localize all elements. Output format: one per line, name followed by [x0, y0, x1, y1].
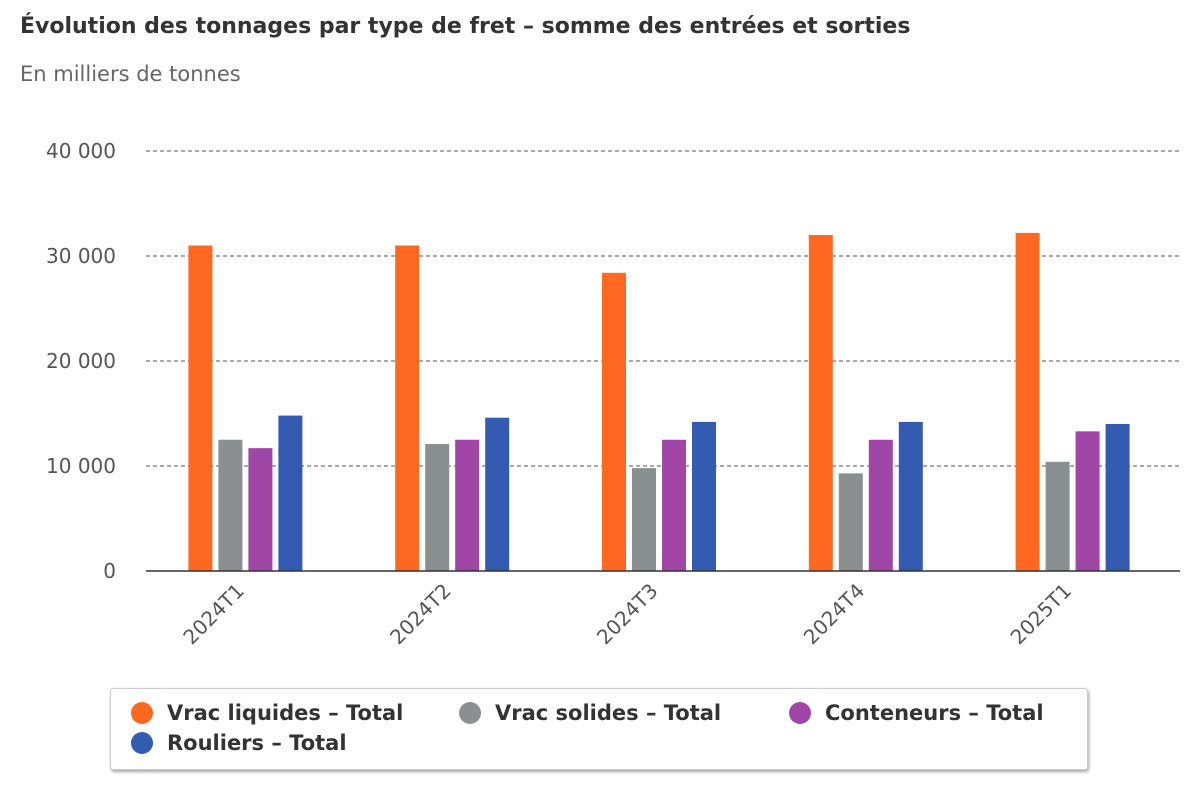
x-tick-label: 2024T2: [385, 579, 456, 650]
legend-item-conteneurs[interactable]: Conteneurs – Total: [789, 701, 1044, 725]
bar: [602, 272, 626, 571]
legend-dot-conteneurs: [789, 702, 811, 724]
legend-dot-rouliers: [131, 732, 153, 754]
bar: [395, 245, 420, 571]
y-tick-label: 10 000: [46, 454, 116, 478]
bar: [898, 421, 923, 571]
legend-label: Rouliers – Total: [167, 731, 347, 755]
y-tick-label: 40 000: [46, 139, 116, 163]
legend-item-rouliers[interactable]: Rouliers – Total: [131, 731, 347, 755]
bar: [1045, 461, 1070, 571]
bar: [868, 439, 893, 571]
legend-dot-vrac-solides: [459, 702, 481, 724]
y-tick-label: 0: [103, 559, 116, 583]
bar: [1075, 431, 1100, 571]
y-tick-label: 30 000: [46, 244, 116, 268]
bar: [248, 448, 273, 571]
bar: [1015, 232, 1040, 571]
bar: [218, 439, 243, 571]
chart-subtitle: En milliers de tonnes: [20, 62, 241, 86]
legend-item-vrac-solides[interactable]: Vrac solides – Total: [459, 701, 721, 725]
bar: [455, 439, 480, 571]
x-tick-label: 2024T3: [592, 579, 663, 650]
x-tick-label: 2024T1: [178, 579, 249, 650]
bar-chart: 0 10 000 20 000 30 000 40 000 2024T1 2024T2 202…: [46, 139, 1180, 650]
legend-label: Vrac solides – Total: [495, 701, 722, 725]
bar: [278, 415, 303, 571]
chart-legend: Vrac liquides – Total Vrac solides – Tot…: [110, 688, 1088, 770]
legend-label: Conteneurs – Total: [825, 701, 1044, 725]
bar: [632, 468, 656, 571]
bar: [692, 421, 716, 571]
legend-dot-vrac-liquides: [131, 702, 153, 724]
legend-item-vrac-liquides[interactable]: Vrac liquides – Total: [131, 701, 403, 725]
legend-label: Vrac liquides – Total: [167, 701, 404, 725]
bar: [838, 473, 863, 571]
bar: [808, 235, 833, 571]
bar: [188, 245, 213, 571]
y-tick-label: 20 000: [46, 349, 116, 373]
bar: [662, 439, 686, 571]
bar: [485, 417, 510, 571]
bar: [425, 443, 450, 571]
chart-title: Évolution des tonnages par type de fret …: [20, 14, 911, 39]
x-tick-label: 2025T1: [1006, 579, 1077, 650]
x-tick-label: 2024T4: [799, 579, 870, 650]
bar: [1105, 424, 1130, 571]
